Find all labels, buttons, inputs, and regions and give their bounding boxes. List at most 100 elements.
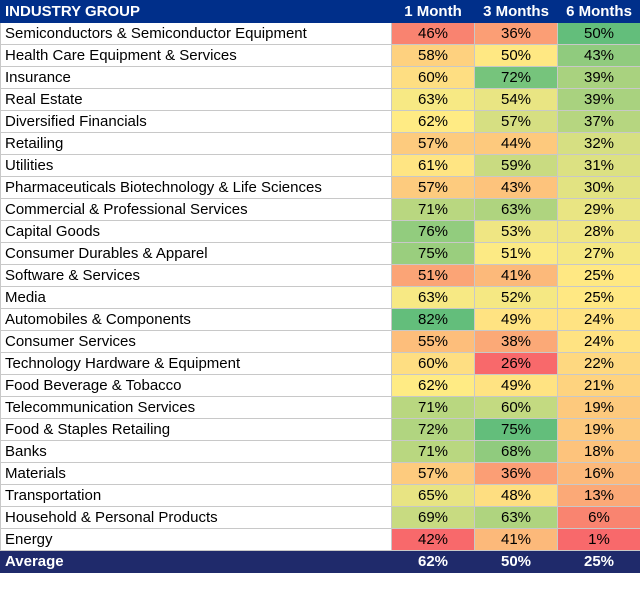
industry-name: Banks [0, 440, 392, 463]
value-cell-6-months: 18% [557, 440, 640, 463]
table-row: Real Estate 63% 54% 39% [0, 88, 640, 111]
industry-name: Real Estate [0, 88, 392, 111]
value-cell-6-months: 37% [557, 110, 640, 133]
value-cell-3-months: 38% [474, 330, 558, 353]
value-cell-1-month: 55% [391, 330, 475, 353]
table-row: Food & Staples Retailing 72% 75% 19% [0, 418, 640, 441]
value-cell-1-month: 60% [391, 66, 475, 89]
value-cell-3-months: 41% [474, 528, 558, 551]
industry-name: Commercial & Professional Services [0, 198, 392, 221]
value-cell-6-months: 21% [557, 374, 640, 397]
industry-name: Consumer Services [0, 330, 392, 353]
value-cell-3-months: 72% [474, 66, 558, 89]
value-cell-3-months: 50% [474, 44, 558, 67]
value-cell-1-month: 76% [391, 220, 475, 243]
value-cell-3-months: 63% [474, 198, 558, 221]
value-cell-1-month: 71% [391, 396, 475, 419]
value-cell-1-month: 60% [391, 352, 475, 375]
table-row: Media 63% 52% 25% [0, 286, 640, 309]
value-cell-1-month: 69% [391, 506, 475, 529]
industry-name: Household & Personal Products [0, 506, 392, 529]
average-3-months: 50% [474, 550, 558, 573]
table-row: Transportation 65% 48% 13% [0, 484, 640, 507]
value-cell-6-months: 25% [557, 286, 640, 309]
value-cell-1-month: 61% [391, 154, 475, 177]
industry-name: Media [0, 286, 392, 309]
value-cell-1-month: 75% [391, 242, 475, 265]
industry-name: Pharmaceuticals Biotechnology & Life Sci… [0, 176, 392, 199]
value-cell-3-months: 36% [474, 22, 558, 45]
value-cell-6-months: 24% [557, 330, 640, 353]
column-header-1-month: 1 Month [391, 0, 475, 23]
table-row: Telecommunication Services 71% 60% 19% [0, 396, 640, 419]
industry-name: Consumer Durables & Apparel [0, 242, 392, 265]
value-cell-3-months: 54% [474, 88, 558, 111]
value-cell-1-month: 58% [391, 44, 475, 67]
value-cell-1-month: 51% [391, 264, 475, 287]
value-cell-6-months: 29% [557, 198, 640, 221]
value-cell-6-months: 50% [557, 22, 640, 45]
value-cell-6-months: 31% [557, 154, 640, 177]
value-cell-6-months: 30% [557, 176, 640, 199]
table-row: Semiconductors & Semiconductor Equipment… [0, 22, 640, 45]
value-cell-3-months: 49% [474, 374, 558, 397]
table-row: Commercial & Professional Services 71% 63%… [0, 198, 640, 221]
value-cell-6-months: 28% [557, 220, 640, 243]
average-6-months: 25% [557, 550, 640, 573]
value-cell-6-months: 22% [557, 352, 640, 375]
industry-group-table: INDUSTRY GROUP 1 Month 3 Months 6 Months… [0, 0, 640, 573]
value-cell-3-months: 48% [474, 484, 558, 507]
table-row: Consumer Services 55% 38% 24% [0, 330, 640, 353]
industry-name: Health Care Equipment & Services [0, 44, 392, 67]
value-cell-1-month: 62% [391, 110, 475, 133]
table-row: Utilities 61% 59% 31% [0, 154, 640, 177]
value-cell-6-months: 32% [557, 132, 640, 155]
industry-name: Materials [0, 462, 392, 485]
industry-name: Utilities [0, 154, 392, 177]
value-cell-6-months: 19% [557, 418, 640, 441]
value-cell-6-months: 25% [557, 264, 640, 287]
value-cell-3-months: 52% [474, 286, 558, 309]
value-cell-6-months: 43% [557, 44, 640, 67]
table-row: Energy 42% 41% 1% [0, 528, 640, 551]
table-row: Diversified Financials 62% 57% 37% [0, 110, 640, 133]
value-cell-1-month: 63% [391, 88, 475, 111]
column-header-industry-group: INDUSTRY GROUP [0, 0, 392, 23]
value-cell-3-months: 26% [474, 352, 558, 375]
value-cell-3-months: 43% [474, 176, 558, 199]
average-1-month: 62% [391, 550, 475, 573]
industry-name: Insurance [0, 66, 392, 89]
table-row: Banks 71% 68% 18% [0, 440, 640, 463]
table-row: Retailing 57% 44% 32% [0, 132, 640, 155]
value-cell-3-months: 63% [474, 506, 558, 529]
value-cell-6-months: 19% [557, 396, 640, 419]
value-cell-3-months: 53% [474, 220, 558, 243]
value-cell-3-months: 36% [474, 462, 558, 485]
value-cell-3-months: 49% [474, 308, 558, 331]
table-row: Software & Services 51% 41% 25% [0, 264, 640, 287]
value-cell-6-months: 6% [557, 506, 640, 529]
value-cell-1-month: 57% [391, 462, 475, 485]
value-cell-1-month: 46% [391, 22, 475, 45]
column-header-3-months: 3 Months [474, 0, 558, 23]
value-cell-1-month: 63% [391, 286, 475, 309]
value-cell-1-month: 57% [391, 176, 475, 199]
industry-name: Retailing [0, 132, 392, 155]
industry-name: Food & Staples Retailing [0, 418, 392, 441]
table-row: Household & Personal Products 69% 63% 6% [0, 506, 640, 529]
value-cell-1-month: 82% [391, 308, 475, 331]
value-cell-6-months: 39% [557, 88, 640, 111]
value-cell-3-months: 60% [474, 396, 558, 419]
industry-name: Automobiles & Components [0, 308, 392, 331]
value-cell-3-months: 75% [474, 418, 558, 441]
header-row: INDUSTRY GROUP 1 Month 3 Months 6 Months [0, 0, 640, 23]
value-cell-1-month: 71% [391, 198, 475, 221]
value-cell-1-month: 65% [391, 484, 475, 507]
value-cell-1-month: 57% [391, 132, 475, 155]
industry-name: Diversified Financials [0, 110, 392, 133]
value-cell-1-month: 42% [391, 528, 475, 551]
table-row: Materials 57% 36% 16% [0, 462, 640, 485]
value-cell-6-months: 27% [557, 242, 640, 265]
value-cell-6-months: 39% [557, 66, 640, 89]
table-row: Food Beverage & Tobacco 62% 49% 21% [0, 374, 640, 397]
